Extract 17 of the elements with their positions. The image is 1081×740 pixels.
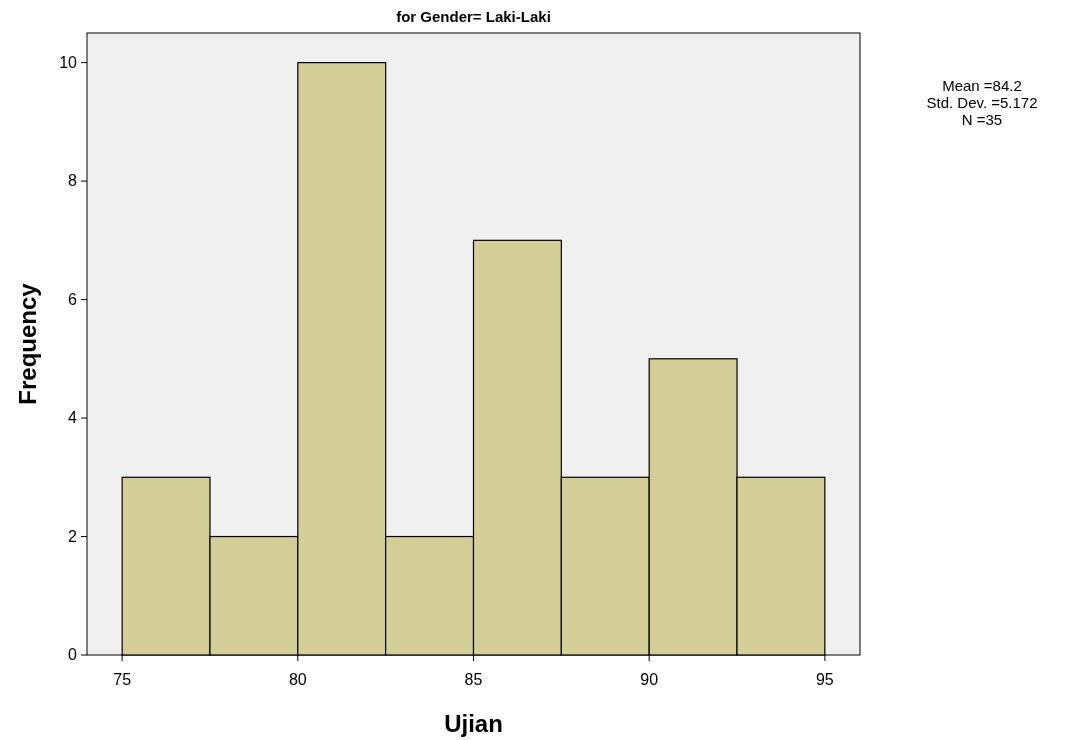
text: N =35 bbox=[961, 111, 1003, 128]
y-tick-label: 8 bbox=[68, 172, 78, 190]
y-axis-title: Frequency bbox=[14, 282, 41, 405]
y-tick-label: 4 bbox=[68, 409, 78, 427]
x-tick-label: 95 bbox=[815, 671, 834, 688]
x-tick-label: 85 bbox=[464, 671, 483, 688]
text: Mean =84.2 bbox=[942, 77, 1022, 94]
y-tick-label: 0 bbox=[68, 646, 78, 663]
chart-title: for Gender= Laki-Laki bbox=[396, 8, 551, 25]
y-tick-label: 6 bbox=[68, 290, 78, 308]
x-axis-title: Ujian bbox=[444, 710, 503, 737]
y-tick-label: 2 bbox=[68, 527, 78, 545]
text: Std. Dev. =5.172 bbox=[926, 94, 1038, 111]
x-tick-label: 75 bbox=[113, 671, 132, 688]
y-tick-label: 10 bbox=[59, 53, 78, 71]
x-tick-label: 90 bbox=[640, 671, 659, 688]
x-tick-label: 80 bbox=[288, 671, 307, 688]
